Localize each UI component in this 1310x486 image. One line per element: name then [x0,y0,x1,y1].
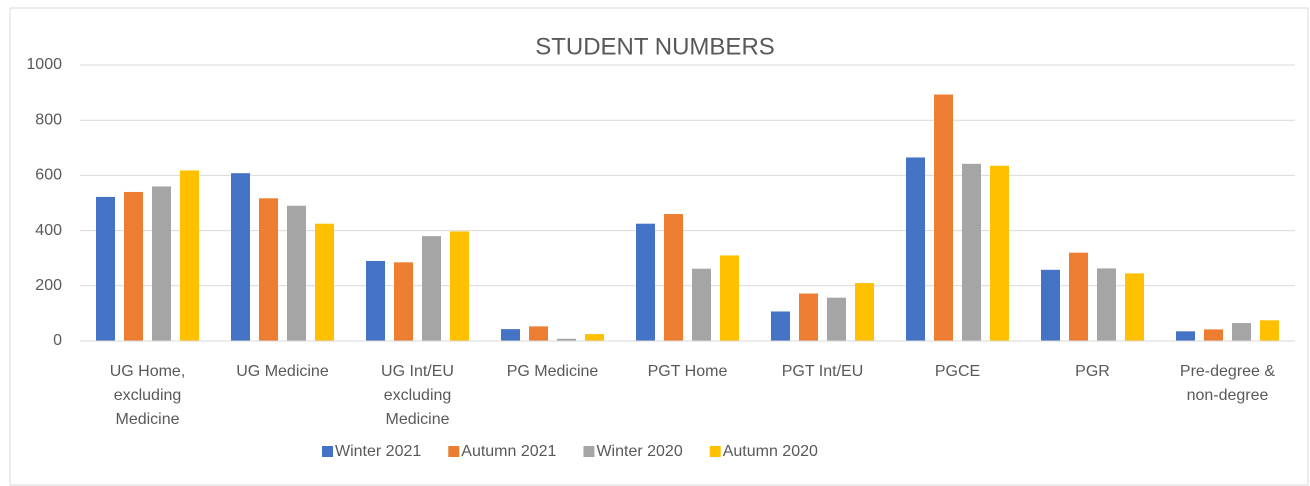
bar [1176,331,1195,341]
x-tick-label: PGT Int/EU [782,363,864,380]
bar [664,214,683,341]
chart-title: STUDENT NUMBERS [535,33,775,60]
bar [557,338,576,341]
bar [1069,252,1088,341]
bar [529,326,548,341]
y-tick-label: 1000 [26,56,62,73]
legend-label: Winter 2020 [596,443,682,460]
bar [1125,273,1144,341]
y-tick-label: 400 [35,222,62,239]
bar [1204,329,1223,341]
legend-swatch [583,446,595,457]
bar [124,191,143,341]
bar [287,205,306,341]
bar [366,260,385,341]
bar [259,198,278,341]
bar [636,223,655,341]
legend-label: Autumn 2020 [723,443,818,460]
bar [422,236,441,341]
bar [394,262,413,341]
bar [180,170,199,341]
bar [962,163,981,341]
x-tick-label: PGCE [935,363,980,380]
bar [934,94,953,341]
bar [990,165,1009,341]
x-tick-label: PG Medicine [507,363,599,380]
chart-frame [9,7,1309,486]
bar [1097,268,1116,341]
y-tick-label: 0 [53,332,62,349]
bar [906,157,925,341]
legend-label: Autumn 2021 [461,443,556,460]
bar [315,223,334,341]
x-tick-label: PGT Home [648,363,728,380]
legend-swatch [709,446,721,457]
y-tick-label: 200 [35,277,62,294]
bar [152,186,171,341]
bar [231,173,250,341]
bar [771,311,790,341]
bar [720,255,739,341]
legend-swatch [322,446,333,457]
bar [501,329,520,341]
y-tick-label: 600 [35,167,62,184]
bar [1260,320,1279,341]
legend-swatch [448,446,460,457]
x-tick-label: UG Home, excluding Medicine [110,363,186,428]
bar [450,231,469,341]
bar [799,293,818,341]
bar [855,283,874,341]
legend-label: Winter 2021 [335,443,421,460]
bar [827,297,846,341]
bar [96,196,115,341]
bar [1232,323,1251,341]
bar [692,268,711,341]
y-tick-label: 800 [35,111,62,128]
x-tick-label: UG Int/EU excluding Medicine [381,363,454,428]
x-tick-label: Pre-degree & non-degree [1180,363,1275,404]
x-tick-label: PGR [1075,363,1110,380]
bar [585,334,604,341]
bar [1041,269,1060,341]
x-tick-label: UG Medicine [236,363,329,380]
